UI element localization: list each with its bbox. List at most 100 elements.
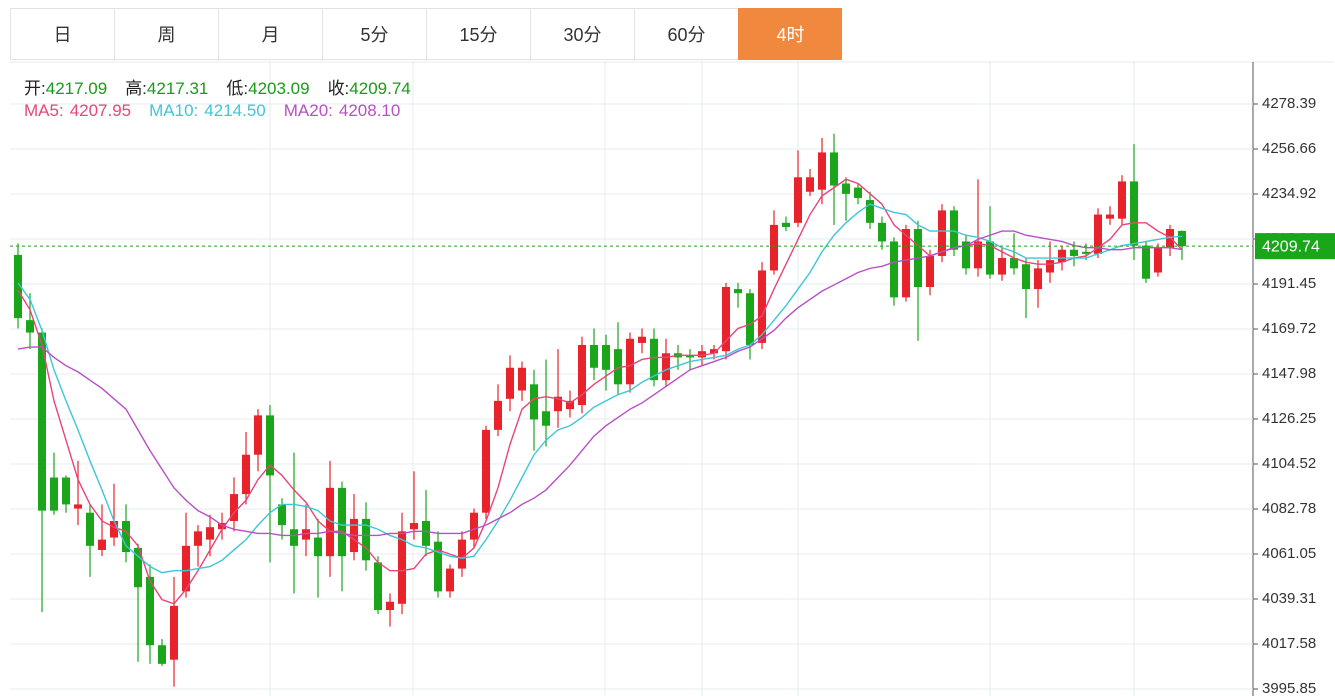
legend-value: 4207.95 [69, 101, 132, 120]
candle-body [266, 415, 274, 476]
legend-name: MA5: [24, 101, 64, 120]
candles [14, 133, 1186, 687]
candle-body [26, 320, 34, 333]
candle-body [410, 523, 418, 530]
candle-body [710, 349, 718, 354]
candle-body [506, 367, 514, 399]
candle-body [482, 429, 490, 513]
candle-body [1082, 251, 1090, 254]
candle-body [698, 351, 706, 358]
candle-body [1058, 249, 1066, 263]
ma-legend: MA5: 4207.95 MA10: 4214.50 MA20: 4208.10 [24, 101, 400, 121]
candle-body [218, 523, 226, 530]
candle-body [554, 396, 562, 412]
y-tick-label: 4017.58 [1262, 635, 1316, 652]
tab[interactable]: 周 [114, 8, 218, 60]
tab[interactable]: 60分 [634, 8, 738, 60]
y-tick-label: 4278.39 [1262, 95, 1316, 112]
candle-body [242, 454, 250, 495]
candle-body [974, 241, 982, 269]
candle-body [278, 504, 286, 526]
candle-body [1154, 247, 1162, 273]
candle-body [1178, 230, 1186, 247]
candle-body [1118, 181, 1126, 219]
candle-body [530, 384, 538, 420]
tab[interactable]: 4时 [738, 8, 842, 60]
candle-body [614, 349, 622, 385]
candle-body [842, 183, 850, 194]
candle-body [746, 293, 754, 345]
candle-body [398, 531, 406, 604]
candle-body [902, 229, 910, 298]
candle-body [878, 222, 886, 242]
tab[interactable]: 月 [218, 8, 322, 60]
candle-body [458, 539, 466, 569]
candle-body [1022, 264, 1030, 290]
candle-body [818, 152, 826, 190]
info-value: 4209.74 [349, 79, 411, 98]
last-price-box [1255, 233, 1335, 260]
candle-body [1010, 258, 1018, 269]
y-tick-label: 4126.25 [1262, 410, 1316, 427]
ma-line [17, 230, 1183, 537]
candle-body [290, 529, 298, 546]
candle-body [1046, 260, 1054, 273]
candle-body [302, 529, 310, 540]
info-label: 低: [226, 79, 249, 98]
candle-body [1166, 229, 1174, 248]
candle-body [14, 254, 22, 319]
y-tick-label: 4147.98 [1262, 365, 1316, 382]
legend-value: 4208.10 [338, 101, 401, 120]
candle-body [542, 411, 550, 426]
candle-body [770, 224, 778, 271]
candle-body [734, 289, 742, 294]
candle-body [230, 494, 238, 521]
tab[interactable]: 15分 [426, 8, 530, 60]
candle-body [986, 241, 994, 275]
candle-body [98, 539, 106, 550]
candle-body [206, 527, 214, 540]
y-tick-label: 4234.92 [1262, 185, 1316, 202]
y-tick-label: 3995.85 [1262, 680, 1316, 696]
y-tick-label: 4039.31 [1262, 590, 1316, 607]
info-label: 开: [24, 79, 46, 98]
candle-body [338, 487, 346, 557]
candle-body [1106, 214, 1114, 219]
candle-body [470, 512, 478, 540]
info-label: 收: [327, 79, 350, 98]
tab[interactable]: 5分 [322, 8, 426, 60]
y-tick-label: 4256.66 [1262, 140, 1316, 157]
candle-body [122, 520, 130, 553]
candle-body [566, 400, 574, 410]
candle-body [998, 258, 1006, 275]
candle-body [590, 344, 598, 368]
candle-body [254, 415, 262, 455]
candle-body [722, 287, 730, 352]
candle-body [962, 241, 970, 269]
y-tick-label: 4082.78 [1262, 500, 1316, 517]
candle-body [362, 518, 370, 561]
candle-body [782, 222, 790, 227]
candle-body [1034, 268, 1042, 290]
tab[interactable]: 日 [10, 8, 114, 60]
candle-body [650, 338, 658, 381]
candle-body [38, 332, 46, 511]
candle-body [578, 344, 586, 406]
candle-body [446, 568, 454, 592]
candle-body [158, 645, 166, 664]
candle-body [602, 344, 610, 370]
candle-body [182, 545, 190, 592]
candle-body [50, 477, 58, 511]
last-price-label: 4209.74 [1262, 238, 1320, 255]
candle-body [74, 504, 82, 509]
candle-body [1094, 214, 1102, 254]
tab-bar: 日周月 5分 15分 30分 60分 4时 [10, 8, 842, 60]
candle-body [386, 601, 394, 611]
tab[interactable]: 30分 [530, 8, 634, 60]
info-value: 4203.09 [248, 79, 310, 98]
y-tick-label: 4169.72 [1262, 320, 1316, 337]
info-label: 高: [125, 79, 147, 98]
candle-body [62, 477, 70, 505]
